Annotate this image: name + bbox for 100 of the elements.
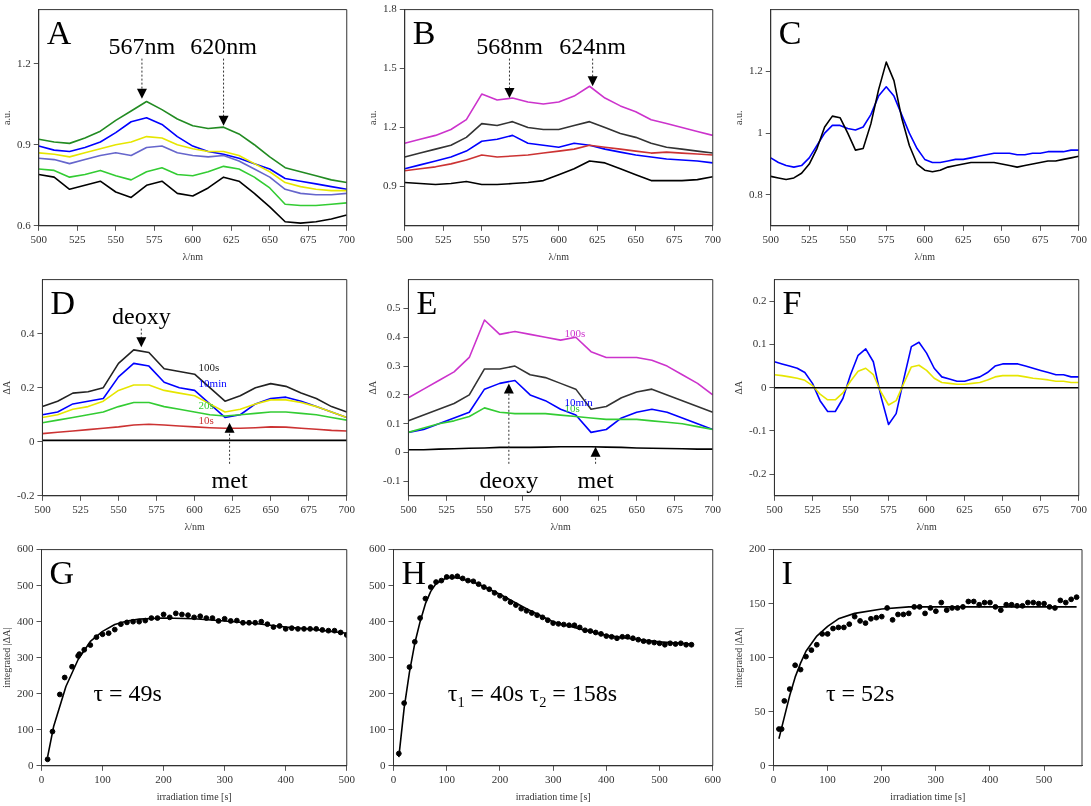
x-tick-label: 600 — [184, 233, 202, 246]
x-tick-label: 600 — [550, 233, 568, 246]
x-tick-label: 525 — [804, 503, 822, 516]
x-axis-title: irradiation time [s] — [515, 790, 591, 802]
y-tick-label: 100 — [749, 650, 766, 663]
x-tick-label: 575 — [880, 503, 898, 516]
x-tick-label: 500 — [651, 773, 669, 786]
y-tick-label: 0.8 — [749, 187, 764, 200]
y-tick-label: 1 — [757, 126, 763, 139]
y-tick-label: 100 — [369, 722, 386, 735]
y-tick-label: 0.1 — [386, 416, 401, 429]
x-tick-label: 700 — [704, 233, 722, 246]
x-tick-label: 200 — [155, 773, 173, 786]
x-tick-label: 500 — [400, 503, 418, 516]
x-tick-label: 575 — [514, 503, 532, 516]
x-tick-label: 100 — [438, 773, 456, 786]
x-tick-label: 600 — [186, 503, 204, 516]
y-axis-title: integrated |ΔA| — [732, 627, 744, 688]
x-tick-label: 400 — [277, 773, 295, 786]
y-tick-label: 0 — [394, 445, 401, 458]
y-tick-label: 0.2 — [20, 380, 35, 393]
x-tick-label: 525 — [438, 503, 456, 516]
y-tick-label: 0.5 — [386, 301, 401, 314]
y-tick-label: 1.5 — [383, 61, 398, 74]
y-tick-label: 0.4 — [20, 326, 35, 339]
y-axis-title: a.u. — [732, 110, 744, 125]
x-tick-label: 700 — [1070, 233, 1088, 246]
chart-title: I — [781, 553, 793, 591]
x-tick-label: 500 — [1035, 773, 1053, 786]
annotation: 568nm — [476, 32, 544, 59]
x-tick-label: 700 — [1070, 503, 1088, 516]
y-tick-label: 200 — [369, 686, 386, 699]
chart-title: C — [778, 13, 802, 51]
annotation: deoxy — [111, 302, 171, 329]
y-axis-title: integrated |ΔA| — [0, 627, 12, 688]
y-tick-label: 500 — [369, 578, 386, 591]
x-tick-label: 600 — [918, 503, 936, 516]
x-tick-label: 625 — [955, 233, 972, 246]
x-tick-label: 675 — [666, 233, 683, 246]
y-tick-label: -0.2 — [16, 488, 35, 501]
x-tick-label: 700 — [338, 233, 356, 246]
x-tick-label: 625 — [223, 233, 240, 246]
y-tick-label: 0.6 — [17, 218, 32, 231]
x-tick-label: 550 — [839, 233, 857, 246]
y-axis-title: a.u. — [0, 110, 12, 125]
x-tick-label: 600 — [916, 233, 934, 246]
x-axis-title: λ/nm — [914, 250, 936, 262]
x-tick-label: 700 — [338, 503, 356, 516]
chart-title: A — [46, 13, 72, 51]
chart-title: G — [49, 553, 75, 591]
x-tick-label: 550 — [107, 233, 125, 246]
x-axis-title: λ/nm — [916, 520, 938, 532]
y-tick-label: 0.2 — [752, 294, 767, 307]
x-tick-label: 650 — [627, 233, 645, 246]
y-tick-label: 1.8 — [383, 2, 398, 15]
chart-title: F — [782, 283, 802, 321]
x-tick-label: 0 — [38, 773, 45, 786]
y-tick-label: 300 — [369, 650, 386, 663]
x-axis-title: λ/nm — [182, 250, 204, 262]
y-tick-label: 300 — [17, 650, 34, 663]
chart-title: H — [401, 553, 427, 591]
x-tick-label: 300 — [216, 773, 234, 786]
x-tick-label: 650 — [262, 503, 280, 516]
annotation: τ = 49s — [93, 679, 162, 706]
y-tick-label: 500 — [17, 578, 34, 591]
x-tick-label: 675 — [1032, 503, 1050, 516]
y-tick-label: 1.2 — [383, 120, 397, 133]
y-tick-label: -0.1 — [748, 423, 767, 436]
x-tick-label: 525 — [72, 503, 90, 516]
x-tick-label: 575 — [146, 233, 163, 246]
chart-title: E — [416, 283, 438, 321]
y-tick-label: 0 — [28, 758, 34, 771]
x-tick-label: 650 — [993, 233, 1011, 246]
x-tick-label: 550 — [476, 503, 494, 516]
x-tick-label: 650 — [994, 503, 1012, 516]
x-tick-label: 500 — [338, 773, 356, 786]
x-tick-label: 650 — [628, 503, 646, 516]
y-tick-label: 0 — [760, 758, 766, 771]
y-tick-label: 0.9 — [17, 137, 32, 150]
x-tick-label: 600 — [704, 773, 722, 786]
y-tick-label: 0 — [28, 434, 35, 447]
annotation: τ = 52s — [825, 679, 895, 706]
y-tick-label: 0.2 — [386, 387, 401, 400]
x-tick-label: 0 — [770, 773, 777, 786]
chart-title: D — [50, 283, 75, 321]
x-tick-label: 625 — [224, 503, 242, 516]
y-tick-label: 400 — [369, 614, 386, 627]
x-tick-label: 100 — [94, 773, 112, 786]
y-tick-label: 50 — [754, 704, 766, 717]
x-tick-label: 400 — [981, 773, 999, 786]
y-tick-label: 400 — [17, 614, 34, 627]
x-tick-label: 575 — [148, 503, 166, 516]
x-tick-label: 400 — [598, 773, 616, 786]
x-tick-label: 200 — [491, 773, 509, 786]
x-axis-title: λ/nm — [550, 520, 572, 532]
x-tick-label: 550 — [842, 503, 860, 516]
y-tick-label: 0 — [380, 758, 386, 771]
x-tick-label: 675 — [1032, 233, 1049, 246]
x-tick-label: 525 — [69, 233, 86, 246]
x-axis-title: irradiation time [s] — [156, 790, 232, 802]
